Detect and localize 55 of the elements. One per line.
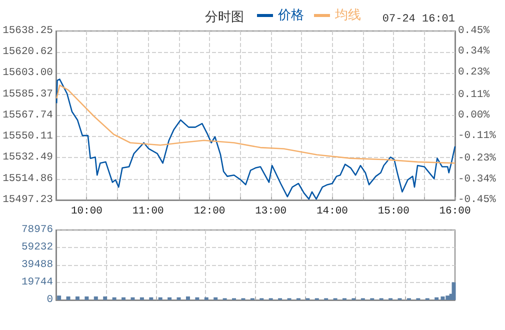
x-tick-label: 14:00 <box>316 206 348 218</box>
y-tick-label: 15585.37 <box>2 88 53 100</box>
bar <box>168 297 172 300</box>
y-tick-label: 39488 <box>21 259 53 271</box>
bar <box>149 297 154 300</box>
bar <box>214 297 218 300</box>
line-series <box>56 84 456 164</box>
y2-tick-label: -0.45% <box>458 194 497 206</box>
y2-tick-label: -0.34% <box>458 173 497 186</box>
chart-title: 分时图 <box>205 10 244 25</box>
y2-tick-label: 0.00% <box>458 110 490 122</box>
bar <box>84 296 89 300</box>
y-tick-label: 15638.25 <box>2 25 53 37</box>
y2-tick-label: 0.23% <box>458 66 490 78</box>
legend-label: 价格 <box>277 8 304 23</box>
bar <box>112 297 116 300</box>
bar <box>66 296 70 300</box>
x-tick-label: 15:00 <box>378 206 410 218</box>
bar <box>158 297 162 300</box>
y-tick-label: 59232 <box>21 242 53 254</box>
bar <box>94 296 98 300</box>
y-tick-label: 15497.23 <box>2 194 53 206</box>
text: 07-24 16:01 <box>382 14 456 26</box>
y2-tick-label: 0.34% <box>458 46 490 58</box>
bar <box>186 296 190 300</box>
y2-tick-label: -0.11% <box>458 130 497 142</box>
y2-tick-label: 0.45% <box>458 25 490 37</box>
bar <box>130 297 135 300</box>
x-tick-label: 13:00 <box>255 206 287 218</box>
y-tick-label: 19744 <box>21 276 53 288</box>
y-tick-label: 15550.11 <box>2 130 53 143</box>
y-tick-label: 0 <box>46 294 53 306</box>
bar <box>140 297 144 300</box>
y2-tick-label: 0.11% <box>458 88 490 101</box>
bar <box>434 297 439 300</box>
bar <box>452 282 456 300</box>
y-tick-label: 15514.86 <box>2 172 53 185</box>
bar <box>176 297 181 300</box>
y-tick-label: 15567.74 <box>2 110 53 122</box>
bar <box>103 296 108 300</box>
y-tick-label: 15532.49 <box>2 152 53 164</box>
y-tick-label: 15620.62 <box>2 46 53 58</box>
x-tick-label: 16:00 <box>439 206 471 218</box>
bar <box>195 297 200 300</box>
bar <box>75 296 80 300</box>
x-tick-label: 11:00 <box>132 206 164 218</box>
x-tick-label: 12:00 <box>194 206 226 218</box>
bar <box>57 296 62 300</box>
y2-tick-label: -0.23% <box>458 152 497 165</box>
y-tick-label: 15603.00 <box>2 67 53 80</box>
y-tick-label: 78976 <box>21 224 53 236</box>
legend-label: 均线 <box>334 8 361 23</box>
bar <box>204 297 208 300</box>
x-tick-label: 10:00 <box>70 206 102 218</box>
bar <box>122 297 126 300</box>
